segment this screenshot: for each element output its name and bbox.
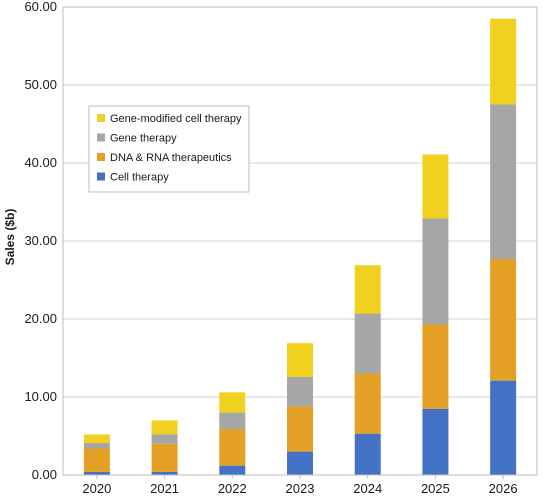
bar-segment bbox=[490, 258, 517, 381]
x-tick-label: 2021 bbox=[150, 481, 179, 496]
bar-segment bbox=[83, 471, 110, 475]
bar-segment bbox=[354, 265, 381, 314]
y-tick-label: 30.00 bbox=[24, 233, 57, 248]
bar-segment bbox=[354, 313, 381, 374]
x-tick-label: 2020 bbox=[82, 481, 111, 496]
bar-segment bbox=[287, 376, 313, 407]
y-tick-label: 10.00 bbox=[24, 389, 57, 404]
legend-swatch bbox=[97, 172, 105, 181]
x-tick-label: 2026 bbox=[489, 481, 518, 496]
bar-segment bbox=[83, 448, 110, 472]
legend-box bbox=[88, 105, 250, 193]
bar-segment bbox=[287, 406, 313, 452]
x-tick-label: 2023 bbox=[286, 481, 315, 496]
legend-swatch bbox=[97, 133, 105, 142]
x-tick-label: 2025 bbox=[421, 481, 450, 496]
y-tick-label: 20.00 bbox=[24, 311, 57, 326]
bar-segment bbox=[354, 373, 381, 434]
bar-segment bbox=[422, 218, 449, 325]
bars bbox=[83, 18, 517, 475]
bar-segment bbox=[422, 324, 449, 409]
bar-segment bbox=[490, 104, 517, 259]
bar-segment bbox=[219, 428, 246, 466]
y-axis-title: Sales ($b) bbox=[3, 209, 17, 266]
y-tick-label: 0.00 bbox=[32, 467, 57, 482]
legend-label: Cell therapy bbox=[110, 172, 169, 184]
x-tick-label: 2022 bbox=[218, 481, 247, 496]
bar-segment bbox=[219, 392, 246, 413]
bar-segment bbox=[422, 408, 449, 475]
bar-segment bbox=[83, 434, 110, 444]
bar-segment bbox=[151, 434, 178, 444]
bar-segment bbox=[151, 420, 178, 435]
bar-segment bbox=[354, 433, 381, 475]
legend-swatch bbox=[97, 114, 105, 122]
y-tick-label: 40.00 bbox=[24, 155, 57, 170]
x-tick-label: 2024 bbox=[353, 481, 382, 496]
y-tick-label: 50.00 bbox=[24, 77, 57, 92]
bar-segment bbox=[83, 443, 110, 449]
bar-segment bbox=[219, 465, 246, 475]
legend-swatch bbox=[97, 153, 105, 161]
legend: Gene-modified cell therapy Gene therapy DN… bbox=[88, 105, 250, 193]
bar-segment bbox=[151, 443, 178, 472]
bar-segment bbox=[490, 380, 517, 475]
axes: 0.00 10.00 20.00 30.00 40.00 50.00 60.00 2020 20… bbox=[24, 0, 538, 496]
bar-segment bbox=[287, 451, 313, 475]
bar-segment bbox=[219, 412, 246, 429]
bar-segment bbox=[490, 18, 517, 105]
bar-segment bbox=[287, 343, 313, 377]
bar-segment bbox=[422, 154, 449, 219]
legend-label: Gene-modified cell therapy bbox=[110, 113, 242, 125]
y-tick-label: 60.00 bbox=[24, 0, 57, 14]
legend-label: Gene therapy bbox=[110, 133, 177, 145]
legend-label: DNA & RNA therapeutics bbox=[110, 152, 232, 164]
bar-segment bbox=[151, 471, 178, 475]
